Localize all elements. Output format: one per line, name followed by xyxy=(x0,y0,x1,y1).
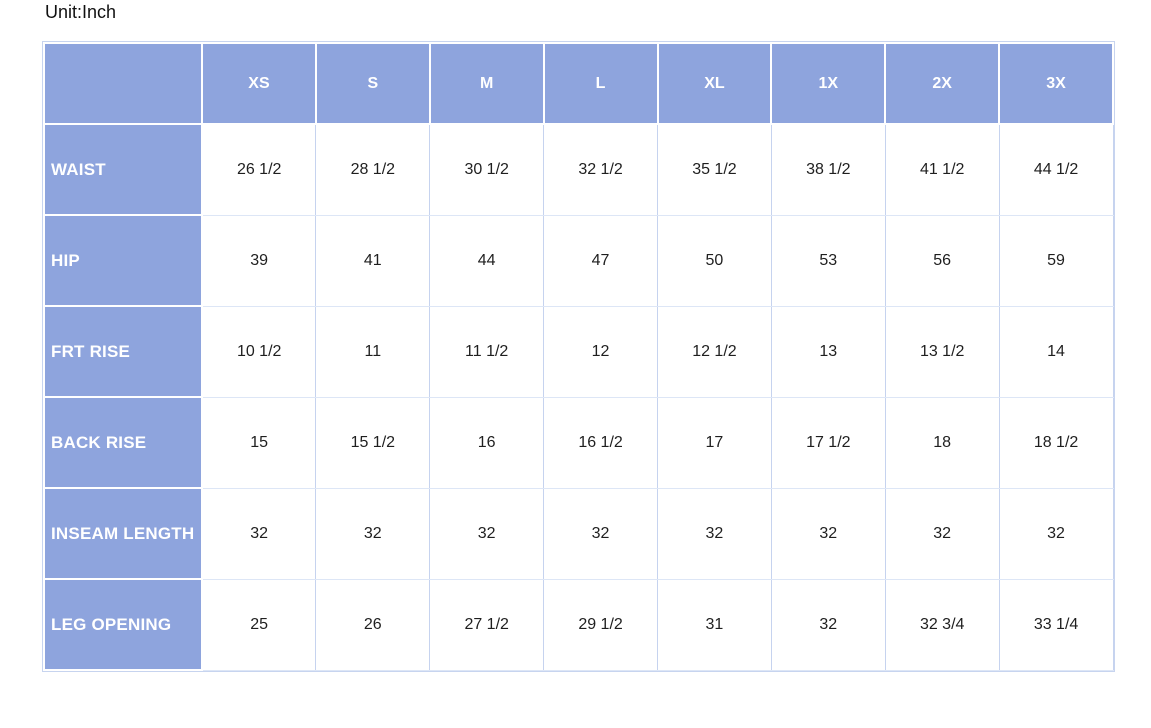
data-cell: 59 xyxy=(998,214,1114,307)
data-cell: 32 3/4 xyxy=(884,578,1000,671)
column-header-2x: 2X xyxy=(884,42,1001,125)
size-chart-table-wrap: XS S M L XL 1X 2X 3X WAIST 26 1/2 28 1/2 30 1/2 32 … xyxy=(42,41,1115,672)
data-cell: 32 1/2 xyxy=(543,123,658,216)
row-label-waist: WAIST xyxy=(43,123,203,216)
data-cell: 18 1/2 xyxy=(998,396,1114,489)
data-cell: 32 xyxy=(543,487,658,580)
table-row: INSEAM LENGTH 32 32 32 32 32 32 32 32 xyxy=(43,487,1114,580)
data-cell: 11 1/2 xyxy=(429,305,545,398)
data-cell: 25 xyxy=(201,578,317,671)
table-row: WAIST 26 1/2 28 1/2 30 1/2 32 1/2 35 1/2 38 1/… xyxy=(43,123,1114,216)
column-header-l: L xyxy=(542,42,659,125)
data-cell: 32 xyxy=(998,487,1114,580)
size-header-row: XS S M L XL 1X 2X 3X xyxy=(43,42,1114,125)
data-cell: 32 xyxy=(884,487,1000,580)
table-row: LEG OPENING 25 26 27 1/2 29 1/2 31 32 32 3/4 33 … xyxy=(43,578,1114,671)
data-cell: 14 xyxy=(998,305,1114,398)
data-cell: 16 xyxy=(429,396,545,489)
data-cell: 41 xyxy=(315,214,431,307)
data-cell: 15 xyxy=(201,396,317,489)
data-cell: 13 xyxy=(770,305,886,398)
data-cell: 27 1/2 xyxy=(429,578,545,671)
column-header-1x: 1X xyxy=(770,42,887,125)
data-cell: 32 xyxy=(315,487,431,580)
row-label-frt-rise: FRT RISE xyxy=(43,305,203,398)
data-cell: 12 xyxy=(543,305,658,398)
data-cell: 32 xyxy=(429,487,545,580)
data-cell: 44 1/2 xyxy=(998,123,1114,216)
data-cell: 32 xyxy=(770,578,886,671)
data-cell: 26 1/2 xyxy=(201,123,317,216)
column-header-xl: XL xyxy=(656,42,773,125)
data-cell: 31 xyxy=(657,578,772,671)
data-cell: 17 xyxy=(657,396,772,489)
data-cell: 15 1/2 xyxy=(315,396,431,489)
size-chart-table: XS S M L XL 1X 2X 3X WAIST 26 1/2 28 1/2 30 1/2 32 … xyxy=(43,42,1114,671)
data-cell: 44 xyxy=(429,214,545,307)
data-cell: 16 1/2 xyxy=(543,396,658,489)
data-cell: 26 xyxy=(315,578,431,671)
table-row: HIP 39 41 44 47 50 53 56 59 xyxy=(43,214,1114,307)
data-cell: 35 1/2 xyxy=(657,123,772,216)
data-cell: 56 xyxy=(884,214,1000,307)
corner-cell xyxy=(43,42,203,125)
column-header-m: M xyxy=(428,42,545,125)
data-cell: 29 1/2 xyxy=(543,578,658,671)
row-label-hip: HIP xyxy=(43,214,203,307)
data-cell: 41 1/2 xyxy=(884,123,1000,216)
data-cell: 47 xyxy=(543,214,658,307)
data-cell: 30 1/2 xyxy=(429,123,545,216)
row-label-inseam-length: INSEAM LENGTH xyxy=(43,487,203,580)
column-header-s: S xyxy=(314,42,431,125)
column-header-3x: 3X xyxy=(998,42,1114,125)
table-row: FRT RISE 10 1/2 11 11 1/2 12 12 1/2 13 13 1/2 14 xyxy=(43,305,1114,398)
data-cell: 17 1/2 xyxy=(770,396,886,489)
data-cell: 18 xyxy=(884,396,1000,489)
row-label-back-rise: BACK RISE xyxy=(43,396,203,489)
data-cell: 11 xyxy=(315,305,431,398)
data-cell: 39 xyxy=(201,214,317,307)
data-cell: 28 1/2 xyxy=(315,123,431,216)
data-cell: 33 1/4 xyxy=(998,578,1114,671)
data-cell: 12 1/2 xyxy=(657,305,772,398)
data-cell: 32 xyxy=(201,487,317,580)
row-label-leg-opening: LEG OPENING xyxy=(43,578,203,671)
data-cell: 32 xyxy=(770,487,886,580)
unit-label: Unit:Inch xyxy=(45,2,117,22)
data-cell: 38 1/2 xyxy=(770,123,886,216)
column-header-xs: XS xyxy=(201,42,317,125)
data-cell: 50 xyxy=(657,214,772,307)
data-cell: 32 xyxy=(657,487,772,580)
table-row: BACK RISE 15 15 1/2 16 16 1/2 17 17 1/2 18 18 1/… xyxy=(43,396,1114,489)
data-cell: 53 xyxy=(770,214,886,307)
data-cell: 13 1/2 xyxy=(884,305,1000,398)
data-cell: 10 1/2 xyxy=(201,305,317,398)
